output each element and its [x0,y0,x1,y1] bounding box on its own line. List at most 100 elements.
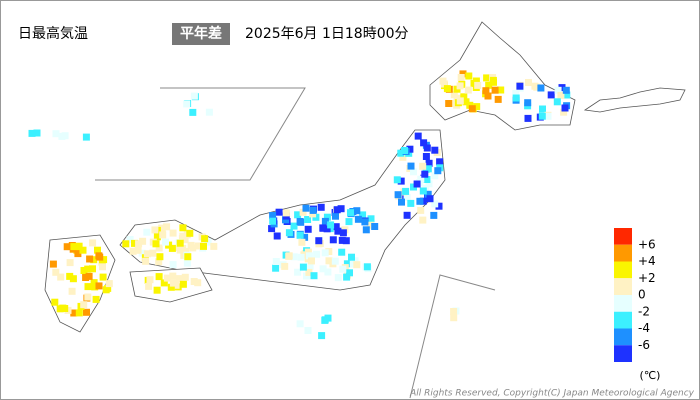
station-marker [68,287,76,295]
station-marker [290,222,298,230]
station-marker [554,86,562,94]
station-marker [179,280,187,288]
station-marker [155,258,163,266]
station-marker [149,249,157,257]
station-marker [456,97,464,105]
station-marker [334,227,342,235]
station-marker [69,275,77,283]
station-marker [321,249,329,257]
station-marker [169,261,177,269]
station-marker [489,76,497,84]
station-marker [561,104,569,112]
station-marker [272,264,280,272]
station-marker [337,205,345,213]
station-marker [138,249,146,257]
station-marker [547,91,555,99]
station-marker [419,162,427,170]
legend-swatch [614,244,632,262]
station-marker [179,244,187,252]
station-marker [562,86,570,94]
legend-swatch [614,295,632,312]
station-marker [371,223,379,230]
station-marker [181,273,189,281]
station-marker [190,92,198,100]
station-marker [325,257,333,265]
station-marker [313,250,321,258]
station-marker [315,237,323,245]
station-marker [169,272,177,280]
station-marker [353,261,361,269]
station-marker [431,172,439,180]
station-marker [80,301,88,309]
station-marker [304,248,312,256]
station-marker [296,231,304,239]
legend-label: +4 [638,254,656,268]
station-marker [162,238,169,246]
station-marker [28,129,36,137]
station-marker [153,233,161,241]
legend-swatch [614,345,632,362]
station-marker [483,74,491,82]
station-marker [414,132,422,140]
station-marker [210,242,218,250]
station-marker [413,180,421,188]
station-marker [343,273,351,281]
legend-label: +2 [638,271,656,285]
station-marker [464,86,472,94]
station-marker [361,218,369,226]
station-marker [345,218,353,226]
station-marker [423,144,431,152]
station-marker [407,199,415,207]
station-marker [190,278,198,285]
station-marker [343,260,351,268]
station-marker [491,86,499,94]
station-marker [141,254,149,262]
station-marker [187,241,195,249]
station-marker [462,98,470,106]
station-marker [348,253,355,261]
station-marker [163,274,171,282]
station-marker [334,274,342,282]
station-marker [84,293,92,301]
station-marker [102,286,110,294]
station-marker [440,80,448,88]
station-marker [425,180,433,188]
station-marker [143,250,151,258]
station-marker [332,223,340,231]
legend-swatch [614,311,632,329]
station-marker [402,187,410,195]
timestamp: 2025年6月 1日18時00分 [245,26,409,42]
badge: 平年差 [180,25,222,42]
station-marker [533,83,541,91]
station-marker [457,74,465,81]
station-marker [318,332,326,340]
station-marker [56,305,64,313]
boundary-line [95,87,306,181]
station-marker [89,239,97,247]
station-marker [139,237,147,245]
station-marker [304,225,312,233]
station-marker [419,216,427,224]
station-marker [155,244,163,252]
station-marker [416,197,424,205]
station-marker [52,130,60,138]
station-marker [419,187,427,195]
station-marker [91,283,99,291]
station-marker [294,268,302,276]
station-marker [485,81,493,89]
station-marker [285,229,293,237]
station-marker [301,233,309,241]
station-marker [33,129,41,137]
station-marker [272,258,280,265]
station-marker [84,283,92,291]
station-marker [338,236,346,244]
station-marker [435,202,443,210]
station-marker [305,268,313,276]
station-marker [83,308,90,316]
station-marker [84,265,92,273]
station-marker [205,108,213,116]
station-marker [304,216,312,223]
station-marker [200,242,207,250]
station-marker [362,226,370,234]
station-marker [153,286,161,294]
